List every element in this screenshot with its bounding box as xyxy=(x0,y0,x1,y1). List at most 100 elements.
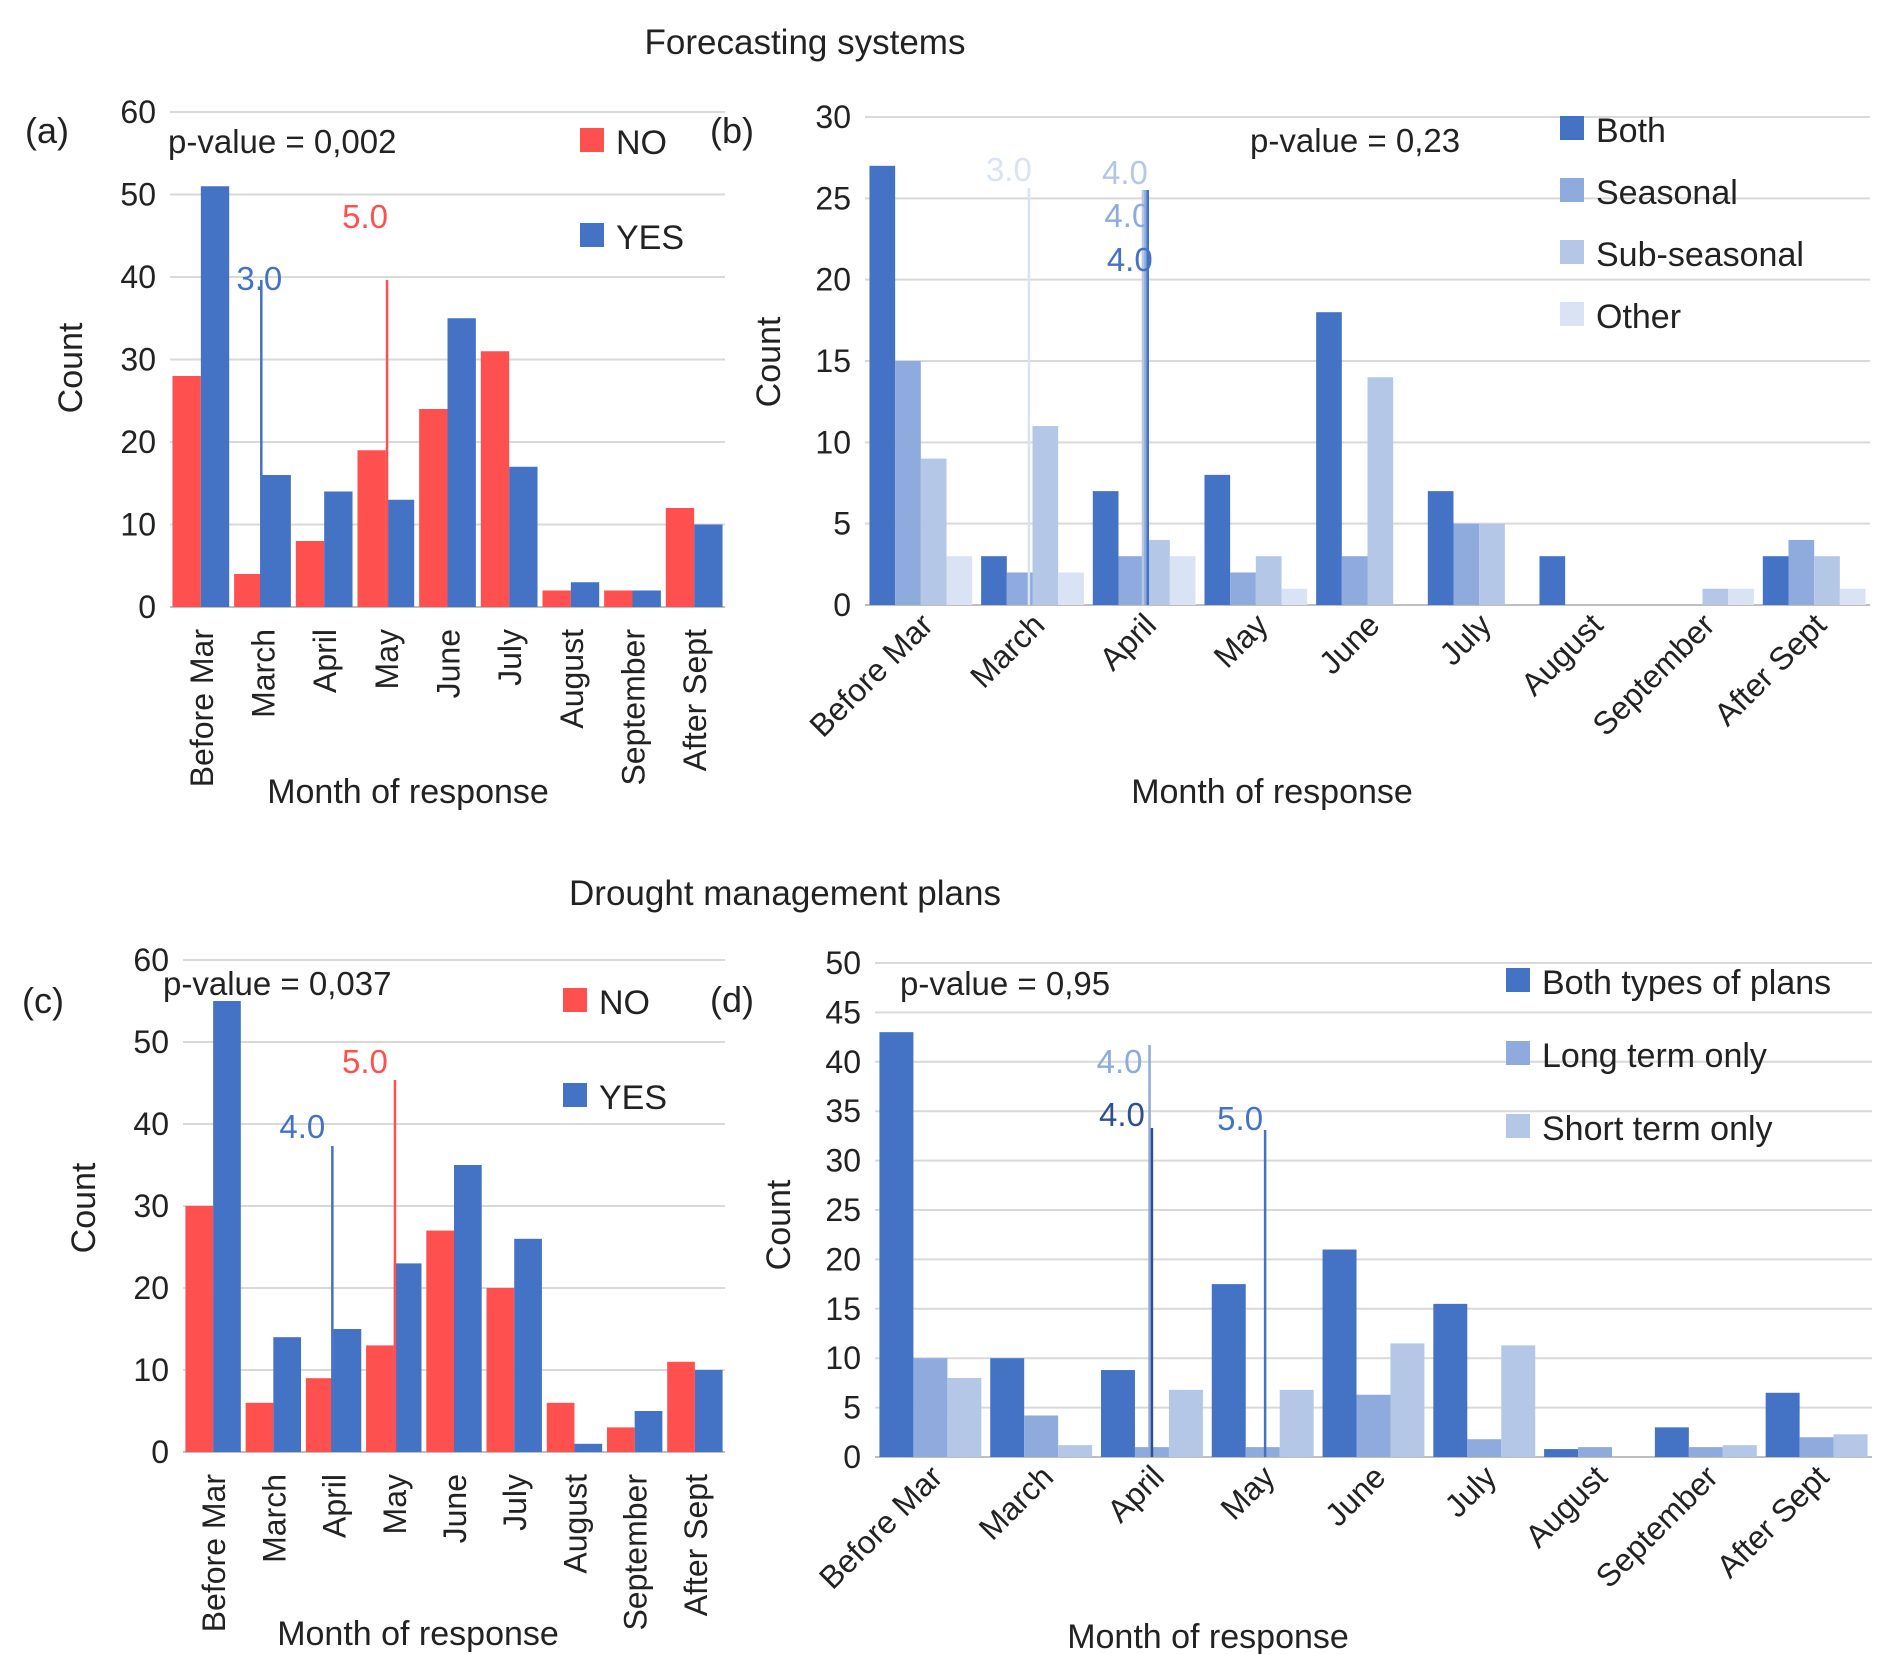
c-ytick-label: 30 xyxy=(133,1188,169,1224)
d-bar-both-types-of-plans-september xyxy=(1654,1427,1689,1457)
a-xtick-label: April xyxy=(307,629,343,693)
d-xtick-label: May xyxy=(1213,1458,1281,1526)
c-xtick-label: April xyxy=(317,1474,353,1538)
c-xtick-label: June xyxy=(437,1474,473,1543)
d-bar-both-types-of-plans-march xyxy=(990,1358,1025,1457)
c-bar-yes-april xyxy=(333,1329,362,1452)
b-bar-sub-seasonal-march xyxy=(1032,426,1059,605)
b-legend-swatch xyxy=(1560,302,1584,326)
b-p-value: p-value = 0,23 xyxy=(1250,122,1460,159)
b-bar-other-september xyxy=(1728,588,1754,605)
d-bar-long-term-only-august xyxy=(1578,1447,1613,1457)
b-xtick-label: Before Mar xyxy=(802,606,940,744)
d-bar-both-types-of-plans-july xyxy=(1433,1303,1468,1457)
c-median-label: 5.0 xyxy=(342,1043,388,1080)
b-bar-seasonal-after-sept xyxy=(1788,539,1815,605)
b-bar-other-after-sept xyxy=(1839,588,1866,605)
b-bar-other-march xyxy=(1058,572,1084,605)
d-median-label: 5.0 xyxy=(1217,1100,1263,1137)
c-bar-yes-august xyxy=(574,1443,603,1452)
d-xtick-label: September xyxy=(1589,1458,1725,1594)
b-xtick-label: June xyxy=(1312,606,1387,681)
a-bar-yes-march xyxy=(262,475,291,607)
c-ytick-label: 20 xyxy=(133,1270,169,1306)
d-y-axis-title: Count xyxy=(760,1179,798,1270)
b-xtick-label: July xyxy=(1432,606,1498,672)
c-bar-no-before-mar xyxy=(185,1206,214,1452)
a-x-axis-title: Month of response xyxy=(267,773,549,811)
b-legend-label: Seasonal xyxy=(1596,174,1738,212)
a-xtick-label: March xyxy=(246,629,282,718)
b-ytick-label: 20 xyxy=(815,262,851,298)
a-ytick-label: 20 xyxy=(120,424,156,460)
b-bar-other-april xyxy=(1169,556,1196,605)
c-x-axis-title: Month of response xyxy=(277,1615,559,1653)
a-median-label: 3.0 xyxy=(236,260,282,297)
b-y-axis-title: Count xyxy=(750,316,788,407)
b-legend-swatch xyxy=(1560,116,1584,140)
d-ytick-label: 30 xyxy=(825,1143,861,1179)
c-ytick-label: 0 xyxy=(151,1434,169,1470)
b-bar-other-may xyxy=(1281,588,1308,605)
a-legend-swatch xyxy=(580,128,604,152)
a-bar-yes-september xyxy=(632,590,661,607)
b-x-axis-title: Month of response xyxy=(1131,773,1413,811)
d-bar-long-term-only-after-sept xyxy=(1799,1437,1834,1457)
a-xtick-label: After Sept xyxy=(677,629,713,771)
c-median-label: 4.0 xyxy=(279,1108,325,1145)
d-bar-long-term-only-march xyxy=(1024,1415,1059,1457)
c-legend-swatch xyxy=(563,988,587,1012)
b-bar-sub-seasonal-after-sept xyxy=(1814,556,1840,605)
d-panel-label: (d) xyxy=(710,979,754,1020)
b-xtick-label: After Sept xyxy=(1707,606,1833,732)
a-ytick-label: 0 xyxy=(138,589,156,625)
b-bar-both-may xyxy=(1204,474,1231,605)
b-ytick-label: 25 xyxy=(815,180,851,216)
b-bar-seasonal-july xyxy=(1453,523,1480,605)
c-ytick-label: 40 xyxy=(133,1106,169,1142)
a-bar-no-after-sept xyxy=(665,508,695,607)
c-xtick-label: July xyxy=(497,1474,533,1531)
d-bar-long-term-only-september xyxy=(1688,1447,1723,1457)
b-ytick-label: 10 xyxy=(815,424,851,460)
a-panel-label: (a) xyxy=(25,110,69,151)
c-ytick-label: 50 xyxy=(133,1024,169,1060)
c-bar-yes-may xyxy=(393,1263,422,1452)
d-xtick-label: After Sept xyxy=(1709,1458,1835,1584)
d-bar-long-term-only-may xyxy=(1245,1447,1280,1457)
b-bar-seasonal-before-mar xyxy=(895,361,921,605)
a-bar-no-april xyxy=(295,541,325,607)
b-legend-swatch xyxy=(1560,178,1584,202)
b-legend-label: Both xyxy=(1596,112,1666,150)
b-xtick-label: September xyxy=(1585,606,1721,742)
b-bar-sub-seasonal-before-mar xyxy=(920,458,947,605)
d-median-label: 4.0 xyxy=(1099,1096,1145,1133)
d-bar-short-term-only-september xyxy=(1722,1445,1757,1457)
d-median-label: 4.0 xyxy=(1097,1043,1143,1080)
d-bar-short-term-only-april xyxy=(1168,1389,1203,1457)
c-bar-no-september xyxy=(606,1427,635,1452)
a-xtick-label: July xyxy=(492,629,528,686)
c-bar-yes-after-sept xyxy=(694,1370,723,1452)
d-ytick-label: 10 xyxy=(825,1340,861,1376)
c-bar-yes-july xyxy=(514,1238,542,1452)
b-bar-both-july xyxy=(1427,491,1454,605)
a-legend-swatch xyxy=(580,223,604,247)
c-xtick-label: August xyxy=(557,1474,593,1574)
a-bar-no-july xyxy=(480,351,510,607)
a-bar-yes-june xyxy=(447,318,476,607)
c-xtick-label: May xyxy=(377,1474,413,1534)
c-bar-yes-june xyxy=(454,1165,482,1452)
c-ytick-label: 10 xyxy=(133,1352,169,1388)
d-bar-both-types-of-plans-before-mar xyxy=(879,1032,914,1457)
b-median-label: 3.0 xyxy=(986,151,1032,188)
b-bar-both-before-mar xyxy=(869,165,896,606)
c-xtick-label: Before Mar xyxy=(196,1474,232,1633)
a-bar-yes-after-sept xyxy=(694,524,723,607)
c-bar-yes-before-mar xyxy=(213,1001,241,1452)
c-legend-swatch xyxy=(563,1083,587,1107)
a-bar-no-september xyxy=(604,590,633,607)
b-bar-seasonal-may xyxy=(1230,572,1256,605)
a-bar-no-before-mar xyxy=(172,376,201,607)
c-legend-label: NO xyxy=(599,984,650,1022)
